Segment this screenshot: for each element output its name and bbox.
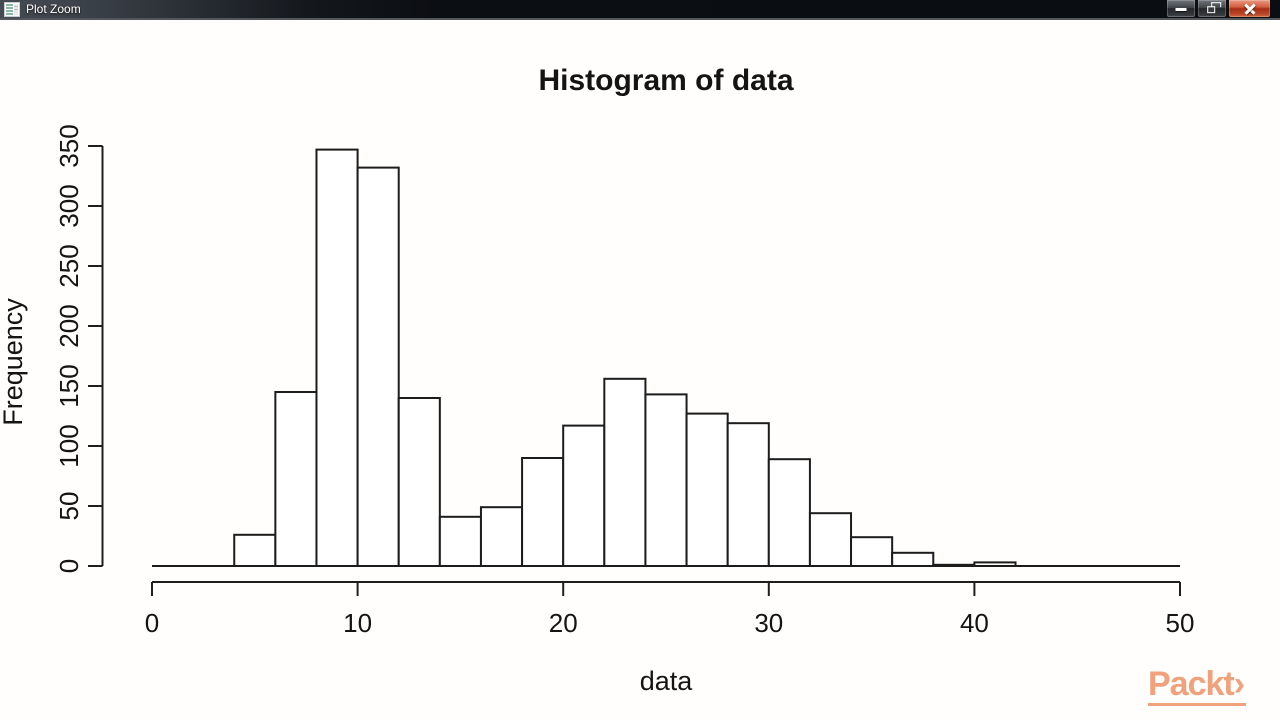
svg-text:50: 50 xyxy=(1166,608,1195,638)
histogram-bar xyxy=(891,551,935,567)
histogram-bar xyxy=(521,457,565,567)
minimize-icon xyxy=(1175,7,1187,11)
histogram-bar xyxy=(932,563,976,567)
histogram-bar xyxy=(315,148,359,567)
svg-text:Histogram of data: Histogram of data xyxy=(538,64,793,97)
histogram-bar xyxy=(274,391,318,567)
histogram-bar xyxy=(726,422,770,568)
histogram-bar xyxy=(685,412,729,567)
histogram-bar xyxy=(397,397,441,567)
svg-text:250: 250 xyxy=(54,244,84,287)
histogram-bar xyxy=(233,533,277,567)
histogram-bar xyxy=(356,166,400,567)
svg-text:40: 40 xyxy=(960,608,989,638)
window-controls xyxy=(1166,0,1271,18)
svg-text:30: 30 xyxy=(754,608,783,638)
minimize-button[interactable] xyxy=(1166,0,1196,18)
packt-logo-text: Packt xyxy=(1148,665,1235,703)
histogram-bar xyxy=(767,458,811,568)
svg-text:0: 0 xyxy=(54,559,84,573)
histogram-bar xyxy=(808,512,853,568)
histogram-bar xyxy=(850,536,894,568)
svg-text:200: 200 xyxy=(54,304,84,347)
histogram-bar xyxy=(562,424,606,567)
restore-button[interactable] xyxy=(1197,0,1227,18)
svg-text:350: 350 xyxy=(54,124,84,167)
packt-logo: Packt› xyxy=(1148,665,1247,706)
window-title: Plot Zoom xyxy=(26,2,81,16)
window-titlebar[interactable]: Plot Zoom xyxy=(0,0,1280,20)
svg-text:150: 150 xyxy=(54,364,84,407)
close-button[interactable] xyxy=(1228,0,1271,18)
histogram-bar xyxy=(644,393,688,567)
svg-text:data: data xyxy=(640,666,694,696)
svg-text:300: 300 xyxy=(54,184,84,227)
svg-text:20: 20 xyxy=(549,608,578,638)
plot-window-icon xyxy=(4,1,20,17)
histogram-bar xyxy=(603,377,647,567)
svg-text:0: 0 xyxy=(145,608,159,638)
histogram-bar xyxy=(438,515,482,567)
histogram-bar xyxy=(479,506,524,568)
histogram-bar xyxy=(973,561,1017,568)
packt-chevron-icon: › xyxy=(1233,665,1245,703)
svg-text:Frequency: Frequency xyxy=(0,298,28,426)
svg-text:10: 10 xyxy=(343,608,372,638)
svg-text:50: 50 xyxy=(54,492,84,521)
svg-text:100: 100 xyxy=(54,424,84,467)
restore-icon xyxy=(1207,1,1222,13)
